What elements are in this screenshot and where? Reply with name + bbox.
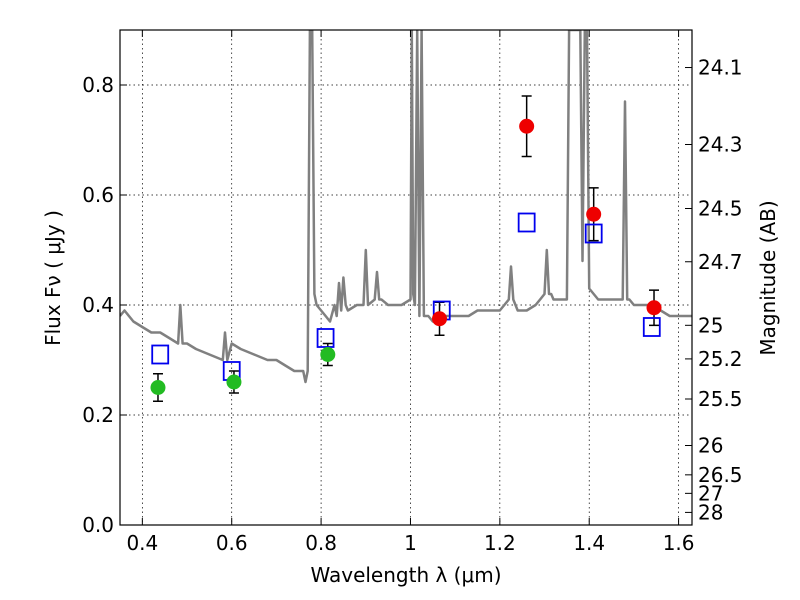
y2-tick-label: 25 [698, 313, 723, 337]
y2-axis-label: Magnitude (AB) [756, 200, 780, 355]
observed-point [432, 311, 448, 327]
y-axis-label: Flux Fν ( μJy ) [41, 210, 65, 346]
observed-point [150, 380, 166, 395]
observed-point [226, 374, 242, 390]
y2-tick-label: 28 [698, 500, 723, 524]
x-tick-label: 1.2 [484, 531, 516, 555]
ticks-layer: 0.4 0.6 0.8 1 1.2 1.4 1.6 0.0 0.2 0.4 0.6 0.8 24.1 24… [82, 30, 743, 555]
y2-tick-label: 25.5 [698, 387, 743, 411]
y2-tick-label: 26.5 [698, 463, 743, 487]
spectrum-line [120, 30, 692, 384]
model-point [642, 317, 661, 337]
model-point [584, 223, 603, 244]
observed-point [586, 206, 602, 222]
y2-tick-label: 25.2 [698, 347, 743, 371]
observed-point [646, 300, 662, 316]
y2-tick-label: 24.5 [698, 197, 743, 221]
y-tick-label: 0.8 [82, 73, 114, 97]
x-tick-label: 1 [404, 531, 417, 555]
y2-tick-label: 24.1 [698, 56, 743, 80]
y-tick-label: 0.6 [82, 183, 114, 207]
y2-tick-label: 24.7 [698, 250, 743, 274]
y2-tick-label: 26 [698, 434, 723, 458]
x-tick-label: 0.8 [305, 531, 337, 555]
y-tick-label: 0.4 [82, 293, 114, 317]
x-axis-label: Wavelength λ (μm) [310, 563, 501, 587]
y-tick-label: 0.2 [82, 403, 114, 427]
y2-tick-label: 24.3 [698, 132, 743, 156]
grid-layer [120, 30, 692, 526]
x-tick-label: 0.6 [216, 531, 248, 555]
x-tick-label: 1.6 [663, 531, 695, 555]
x-tick-label: 0.4 [126, 531, 158, 555]
plot-frame [119, 29, 693, 526]
y2-tick-label: 27 [698, 481, 723, 505]
model-point [151, 344, 170, 365]
observed-point [320, 347, 336, 362]
model-point [517, 212, 536, 233]
x-tick-label: 1.4 [573, 531, 605, 555]
series-layer [120, 30, 692, 402]
model-point [316, 328, 335, 348]
observed-point [519, 118, 535, 134]
y-tick-label: 0.0 [82, 513, 114, 537]
